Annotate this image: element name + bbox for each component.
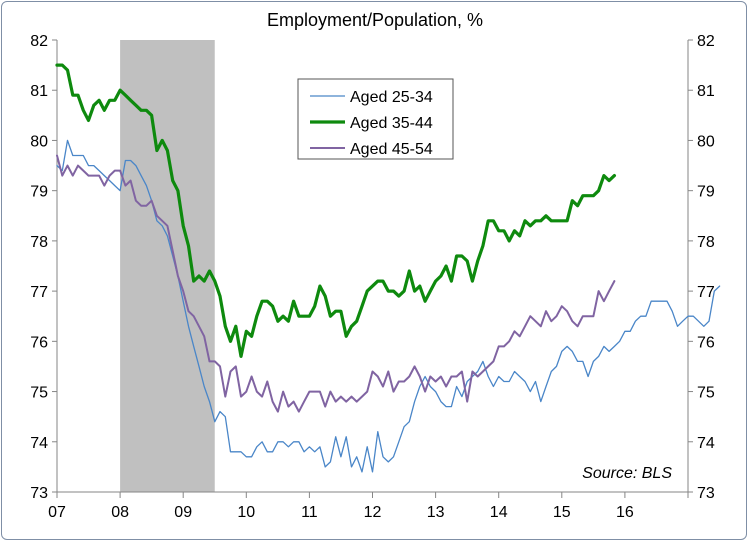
legend-label: Aged 45-54 xyxy=(350,141,433,158)
y-tick-label-right: 78 xyxy=(697,234,715,251)
x-tick-label: 08 xyxy=(111,504,129,521)
x-tick-label: 07 xyxy=(48,504,66,521)
legend: Aged 25-34 Aged 35-44 Aged 45-54 xyxy=(297,78,454,160)
y-tick-label-left: 82 xyxy=(30,33,48,50)
y-tick-label-right: 81 xyxy=(697,83,715,100)
x-tick-label: 11 xyxy=(301,504,318,521)
y-tick-label-left: 75 xyxy=(30,385,48,402)
y-tick-label-right: 82 xyxy=(697,33,715,50)
x-tick-label: 14 xyxy=(490,504,508,521)
series-line-aged-25-34 xyxy=(56,139,721,473)
y-tick-label-left: 76 xyxy=(30,334,48,351)
y-tick-label-left: 73 xyxy=(30,485,48,502)
y-tick-label-left: 74 xyxy=(30,435,48,452)
source-note: Source: BLS xyxy=(582,465,672,482)
chart-title: Employment/Population, % xyxy=(267,10,483,30)
x-tick-label: 13 xyxy=(427,504,445,521)
y-tick-label-right: 73 xyxy=(697,485,715,502)
y-tick-label-right: 74 xyxy=(697,435,715,452)
legend-box xyxy=(297,78,454,160)
y-tick-label-left: 80 xyxy=(30,133,48,150)
axes: 73 73 74 74 75 75 76 76 77 77 78 78 79 79 80 80 81 81 82 82… xyxy=(30,33,715,521)
x-tick-label: 15 xyxy=(553,504,571,521)
x-tick-label: 10 xyxy=(237,504,255,521)
legend-label: Aged 25-34 xyxy=(350,89,433,106)
y-tick-label-right: 79 xyxy=(697,184,715,201)
series-line-aged-45-54 xyxy=(56,154,616,413)
series-lines xyxy=(55,63,721,473)
y-tick-label-left: 77 xyxy=(30,284,48,301)
recession-shading-layer xyxy=(120,40,215,492)
y-tick-label-left: 79 xyxy=(30,184,48,201)
x-tick-label: 16 xyxy=(616,504,634,521)
y-tick-label-right: 75 xyxy=(697,385,715,402)
y-tick-label-right: 80 xyxy=(697,133,715,150)
legend-label: Aged 35-44 xyxy=(350,115,433,132)
y-tick-label-right: 77 xyxy=(697,284,715,301)
y-tick-label-right: 76 xyxy=(697,334,715,351)
series-line-aged-35-44 xyxy=(55,63,617,358)
x-tick-label: 09 xyxy=(174,504,192,521)
recession-shading xyxy=(120,40,215,492)
x-tick-label: 12 xyxy=(364,504,382,521)
y-tick-label-left: 78 xyxy=(30,234,48,251)
y-tick-label-left: 81 xyxy=(30,83,48,100)
